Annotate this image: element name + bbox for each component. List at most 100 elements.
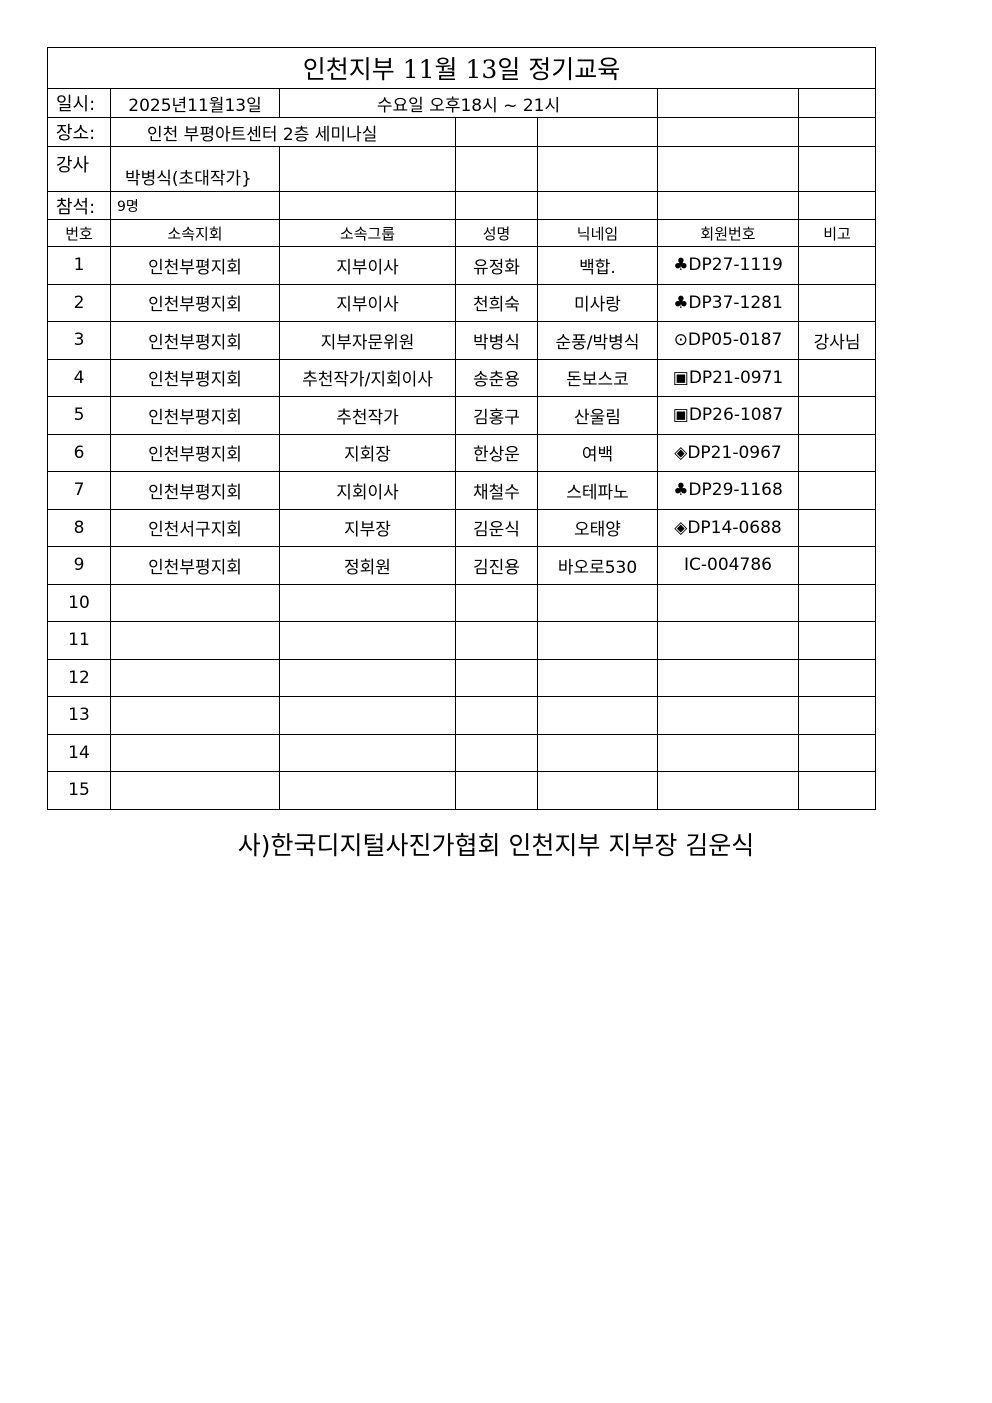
cell-member-id bbox=[657, 621, 799, 660]
cell-note bbox=[797, 471, 877, 510]
empty-cell bbox=[537, 191, 658, 220]
document-title: 인천지부 11월 13일 정기교육 bbox=[46, 47, 877, 89]
cell-number: 2 bbox=[47, 283, 111, 322]
cell-number: 8 bbox=[47, 508, 111, 547]
table-row: 10 bbox=[47, 583, 877, 622]
cell-branch: 인천부평지회 bbox=[110, 321, 280, 360]
cell-branch: 인천부평지회 bbox=[110, 433, 280, 472]
cell-nickname: 여백 bbox=[537, 433, 658, 472]
table-row: 8 인천서구지회 지부장 김운식 오태양 ◈DP14-0688 bbox=[47, 508, 877, 547]
cell-branch: 인천부평지회 bbox=[110, 396, 280, 435]
cell-number: 7 bbox=[47, 471, 111, 510]
cell-number: 13 bbox=[47, 696, 111, 735]
cell-number: 10 bbox=[47, 583, 111, 622]
cell-name: 송춘용 bbox=[455, 358, 538, 397]
cell-name: 박병식 bbox=[455, 321, 538, 360]
cell-note bbox=[797, 621, 877, 660]
empty-cell bbox=[797, 146, 877, 192]
cell-member-id bbox=[657, 658, 799, 697]
table-row: 12 bbox=[47, 658, 877, 697]
cell-group bbox=[279, 658, 456, 697]
cell-group bbox=[279, 583, 456, 622]
cell-member-id bbox=[657, 733, 799, 772]
cell-member-id: ♣DP29-1168 bbox=[657, 471, 799, 510]
table-row: 6 인천부평지회 지회장 한상운 여백 ◈DP21-0967 bbox=[47, 433, 877, 472]
cell-group bbox=[279, 696, 456, 735]
cell-note bbox=[797, 246, 877, 285]
cell-branch: 인천서구지회 bbox=[110, 508, 280, 547]
cell-note bbox=[797, 358, 877, 397]
header-number: 번호 bbox=[47, 219, 111, 247]
cell-branch bbox=[110, 771, 280, 810]
empty-cell bbox=[279, 191, 456, 220]
cell-group: 추천작가 bbox=[279, 396, 456, 435]
cell-name: 김홍구 bbox=[455, 396, 538, 435]
empty-cell bbox=[657, 88, 799, 118]
cell-number: 11 bbox=[47, 621, 111, 660]
cell-member-id: IC-004786 bbox=[657, 546, 799, 585]
cell-branch bbox=[110, 658, 280, 697]
cell-member-id: ♣DP27-1119 bbox=[657, 246, 799, 285]
date-label: 일시: bbox=[47, 88, 111, 118]
cell-note: 강사님 bbox=[797, 321, 877, 360]
table-header-row: 번호 소속지회 소속그룹 성명 닉네임 회원번호 비고 bbox=[47, 219, 877, 247]
cell-name bbox=[455, 658, 538, 697]
cell-member-id bbox=[657, 696, 799, 735]
cell-note bbox=[797, 283, 877, 322]
cell-group: 지회장 bbox=[279, 433, 456, 472]
attendance-label: 참석: bbox=[47, 191, 111, 220]
cell-note bbox=[797, 508, 877, 547]
cell-number: 4 bbox=[47, 358, 111, 397]
lecturer-value: 박병식(초대작가} bbox=[110, 146, 280, 192]
empty-cell bbox=[657, 117, 799, 147]
empty-cell bbox=[455, 117, 538, 147]
header-note: 비고 bbox=[797, 219, 877, 247]
empty-cell bbox=[537, 146, 658, 192]
cell-member-id bbox=[657, 771, 799, 810]
cell-group: 지회이사 bbox=[279, 471, 456, 510]
cell-note bbox=[797, 771, 877, 810]
cell-nickname bbox=[537, 771, 658, 810]
cell-note bbox=[797, 433, 877, 472]
cell-name bbox=[455, 583, 538, 622]
cell-branch bbox=[110, 733, 280, 772]
table-row: 9 인천부평지회 정회원 김진용 바오로530 IC-004786 bbox=[47, 546, 877, 585]
cell-name bbox=[455, 696, 538, 735]
cell-nickname: 산울림 bbox=[537, 396, 658, 435]
place-label: 장소: bbox=[47, 117, 111, 147]
cell-nickname: 미사랑 bbox=[537, 283, 658, 322]
cell-branch bbox=[110, 621, 280, 660]
cell-name bbox=[455, 771, 538, 810]
cell-member-id: ♣DP37-1281 bbox=[657, 283, 799, 322]
cell-name: 유정화 bbox=[455, 246, 538, 285]
cell-nickname bbox=[537, 696, 658, 735]
time-value: 수요일 오후18시 ~ 21시 bbox=[279, 88, 658, 118]
empty-cell bbox=[657, 191, 799, 220]
cell-branch bbox=[110, 583, 280, 622]
cell-name: 채철수 bbox=[455, 471, 538, 510]
table-row: 4 인천부평지회 추천작가/지회이사 송춘용 돈보스코 ▣DP21-0971 bbox=[47, 358, 877, 397]
table-row: 14 bbox=[47, 733, 877, 772]
cell-nickname: 바오로530 bbox=[537, 546, 658, 585]
cell-branch: 인천부평지회 bbox=[110, 546, 280, 585]
cell-number: 15 bbox=[47, 771, 111, 810]
cell-group: 지부장 bbox=[279, 508, 456, 547]
cell-branch: 인천부평지회 bbox=[110, 471, 280, 510]
cell-nickname bbox=[537, 621, 658, 660]
table-row: 3 인천부평지회 지부자문위원 박병식 순풍/박병식 ⊙DP05-0187 강사님 bbox=[47, 321, 877, 360]
cell-note bbox=[797, 546, 877, 585]
empty-cell bbox=[279, 146, 456, 192]
table-row: 11 bbox=[47, 621, 877, 660]
cell-nickname: 스테파노 bbox=[537, 471, 658, 510]
cell-number: 3 bbox=[47, 321, 111, 360]
header-nickname: 닉네임 bbox=[537, 219, 658, 247]
table-row: 15 bbox=[47, 771, 877, 810]
cell-note bbox=[797, 658, 877, 697]
empty-cell bbox=[537, 117, 658, 147]
cell-number: 12 bbox=[47, 658, 111, 697]
cell-name bbox=[455, 733, 538, 772]
cell-member-id: ⊙DP05-0187 bbox=[657, 321, 799, 360]
cell-branch: 인천부평지회 bbox=[110, 283, 280, 322]
cell-member-id: ◈DP14-0688 bbox=[657, 508, 799, 547]
cell-number: 9 bbox=[47, 546, 111, 585]
